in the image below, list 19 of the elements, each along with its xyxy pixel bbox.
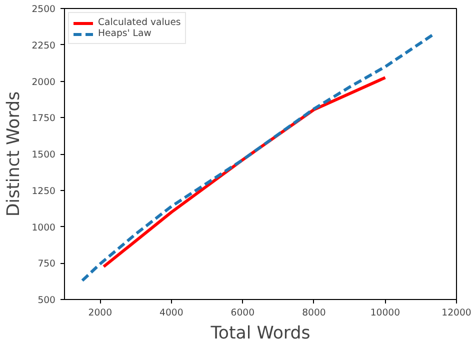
y-tick-label: 1750 (32, 113, 56, 124)
y-tick-label: 1250 (32, 186, 56, 197)
x-tick-label: 10000 (370, 308, 400, 318)
y-axis-title: Distinct Words (4, 91, 24, 217)
x-tick-label: 2000 (88, 308, 112, 318)
x-tick-label: 12000 (442, 308, 472, 318)
y-tick-label: 2250 (32, 40, 56, 52)
x-tick-label: 6000 (230, 308, 255, 318)
legend-label: Calculated values (98, 17, 181, 28)
y-tick-label: 500 (38, 295, 56, 306)
x-axis-title: Total Words (210, 324, 310, 344)
y-tick-label: 750 (38, 258, 56, 270)
x-tick-label: 4000 (160, 308, 184, 318)
legend-label: Heaps' Law (98, 28, 152, 39)
x-tick-label: 8000 (302, 308, 326, 318)
y-tick-label: 1500 (32, 150, 56, 160)
y-tick-label: 2000 (32, 76, 56, 88)
y-tick-label: 1000 (32, 222, 56, 234)
y-tick-label: 2500 (32, 4, 56, 15)
